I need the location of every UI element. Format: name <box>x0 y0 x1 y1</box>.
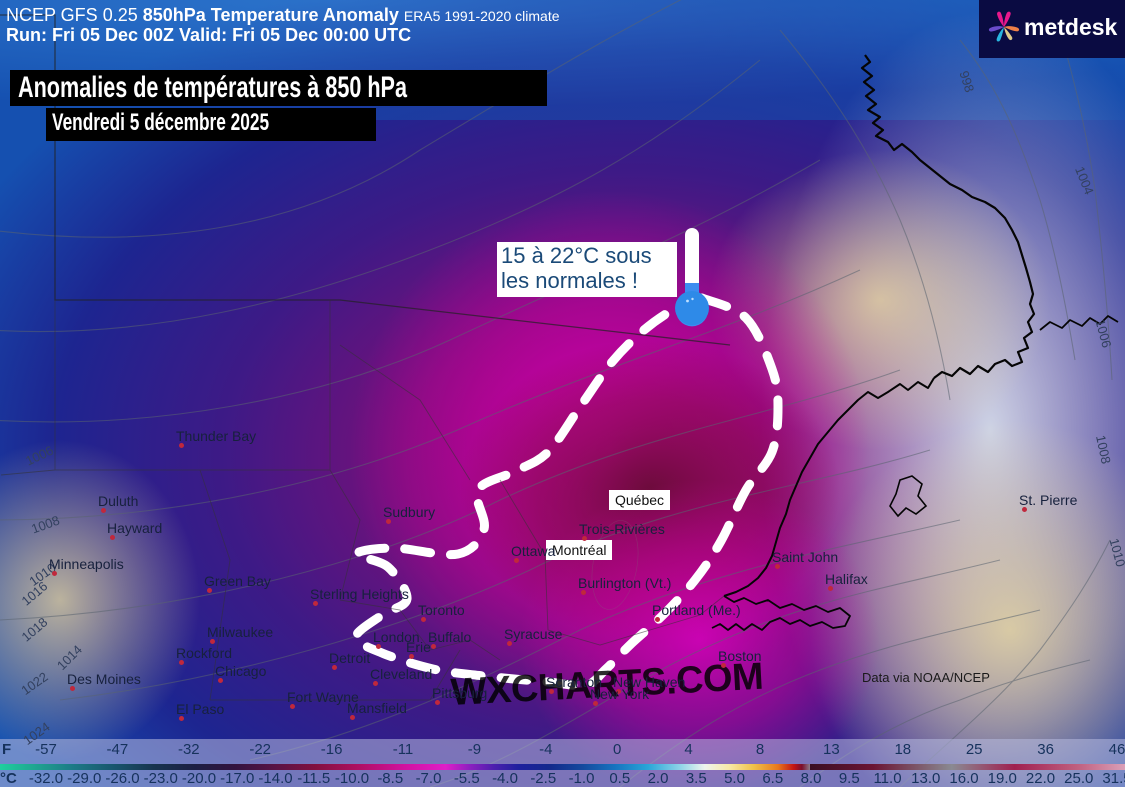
svg-text:metdesk: metdesk <box>1024 14 1118 40</box>
